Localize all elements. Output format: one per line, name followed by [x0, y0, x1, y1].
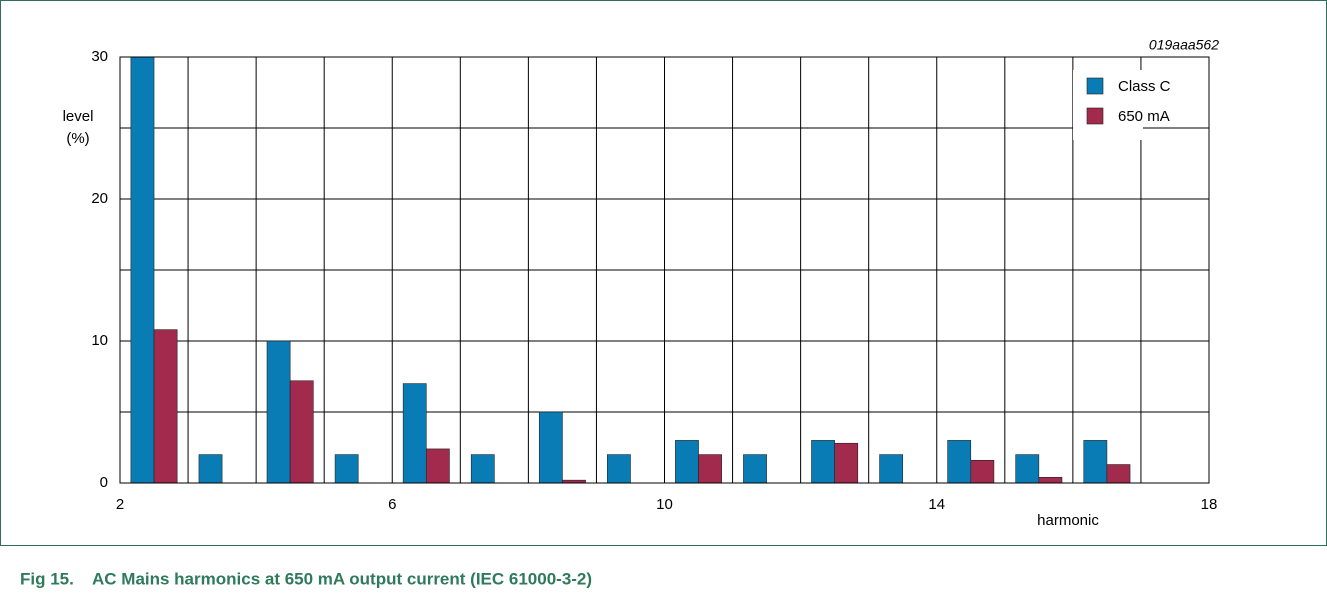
x-axis-label: harmonic: [1037, 512, 1099, 529]
bar: [1083, 440, 1108, 484]
bar: [402, 383, 427, 484]
legend-label: Class C: [1118, 78, 1171, 95]
x-tick-label: 6: [388, 496, 396, 513]
figure-title: AC Mains harmonics at 650 mA output curr…: [92, 569, 592, 588]
y-tick-label: 30: [91, 48, 108, 65]
bar: [266, 340, 291, 484]
x-tick-label: 18: [1201, 496, 1218, 513]
bar: [289, 380, 314, 484]
bar: [675, 440, 699, 484]
bar: [1038, 477, 1063, 484]
bar: [879, 454, 904, 484]
bar: [470, 454, 495, 484]
bar: [970, 459, 995, 484]
figure-label: Fig 15.: [20, 569, 74, 588]
bar: [698, 454, 722, 484]
legend-swatch: [1086, 107, 1104, 125]
x-tick-label: 10: [656, 496, 673, 513]
y-axis-label: (%): [66, 130, 89, 147]
x-tick-label: 14: [928, 496, 945, 513]
bar: [834, 442, 859, 484]
legend-box: [1073, 70, 1143, 140]
legend-label: 650 mA: [1118, 108, 1170, 125]
bar: [538, 411, 563, 484]
y-tick-label: 20: [91, 190, 108, 207]
x-tick-label: 2: [116, 496, 124, 513]
bar: [1106, 464, 1131, 484]
bar: [153, 329, 178, 484]
bar: [947, 440, 972, 484]
legend-swatch: [1086, 77, 1104, 95]
bar: [198, 454, 223, 484]
y-axis-label: level: [63, 108, 94, 125]
bar: [607, 454, 631, 484]
bar: [425, 448, 450, 484]
bar: [130, 56, 155, 484]
plot-frame: [119, 56, 1210, 484]
bar: [334, 454, 359, 484]
bar: [811, 440, 835, 484]
y-tick-label: 0: [100, 474, 108, 491]
bar: [743, 454, 767, 484]
y-tick-label: 10: [91, 332, 108, 349]
figure-code: 019aaa562: [1149, 37, 1219, 53]
bar: [1015, 454, 1040, 484]
